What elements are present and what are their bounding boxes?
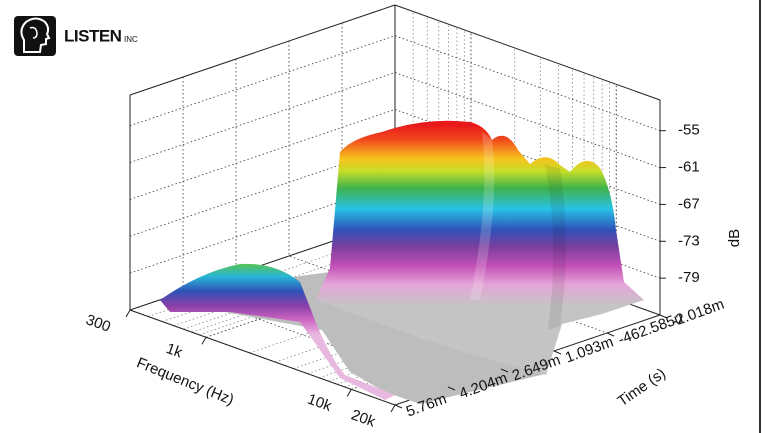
x-tick-label: 10k [305, 391, 334, 415]
logo-ear [29, 26, 38, 39]
x-tick [390, 404, 396, 413]
logo-brand: LISTEN [64, 26, 122, 45]
grid-line [129, 182, 661, 279]
z-tick-label: -67 [678, 195, 700, 212]
grid-line [129, 145, 661, 242]
x-axis-title: Frequency (Hz) [134, 354, 236, 408]
z-tick-label: -61 [678, 159, 700, 176]
x-tick-label: 20k [349, 406, 378, 430]
frame-edge [394, 4, 661, 101]
logo-head [20, 17, 51, 53]
logo: LISTEN INC [14, 16, 138, 56]
z-tick-label: -73 [678, 232, 700, 249]
x-tick-label: 1k [164, 340, 185, 362]
y-tick-label: 1.093m [563, 333, 616, 366]
grid-line [129, 109, 661, 205]
y-axis-title: Time (s) [615, 365, 669, 410]
x-tick-label: 300 [84, 311, 113, 336]
y-tick [553, 350, 562, 355]
surface [160, 120, 644, 404]
logo-badge [14, 16, 56, 56]
z-tick-label: -55 [678, 122, 700, 139]
logo-suffix: INC [124, 35, 138, 44]
low-hump [160, 263, 395, 400]
ridge-fold [545, 165, 566, 330]
y-tick [394, 404, 403, 409]
y-tick [659, 314, 668, 319]
z-axis-title: dB [726, 229, 743, 247]
y-tick-label: -462.585u [616, 309, 685, 348]
x-tick [346, 389, 352, 397]
z-tick-label: -79 [678, 269, 700, 286]
ridge-fold [470, 132, 495, 300]
x-tick [201, 336, 207, 345]
grid-line [129, 72, 661, 168]
y-tick [447, 386, 456, 391]
frame-edge [129, 4, 396, 96]
y-tick [500, 368, 509, 373]
y-tick [606, 332, 615, 337]
main-ridge [316, 120, 644, 375]
x-tick [125, 309, 131, 318]
grid-line [129, 35, 661, 132]
